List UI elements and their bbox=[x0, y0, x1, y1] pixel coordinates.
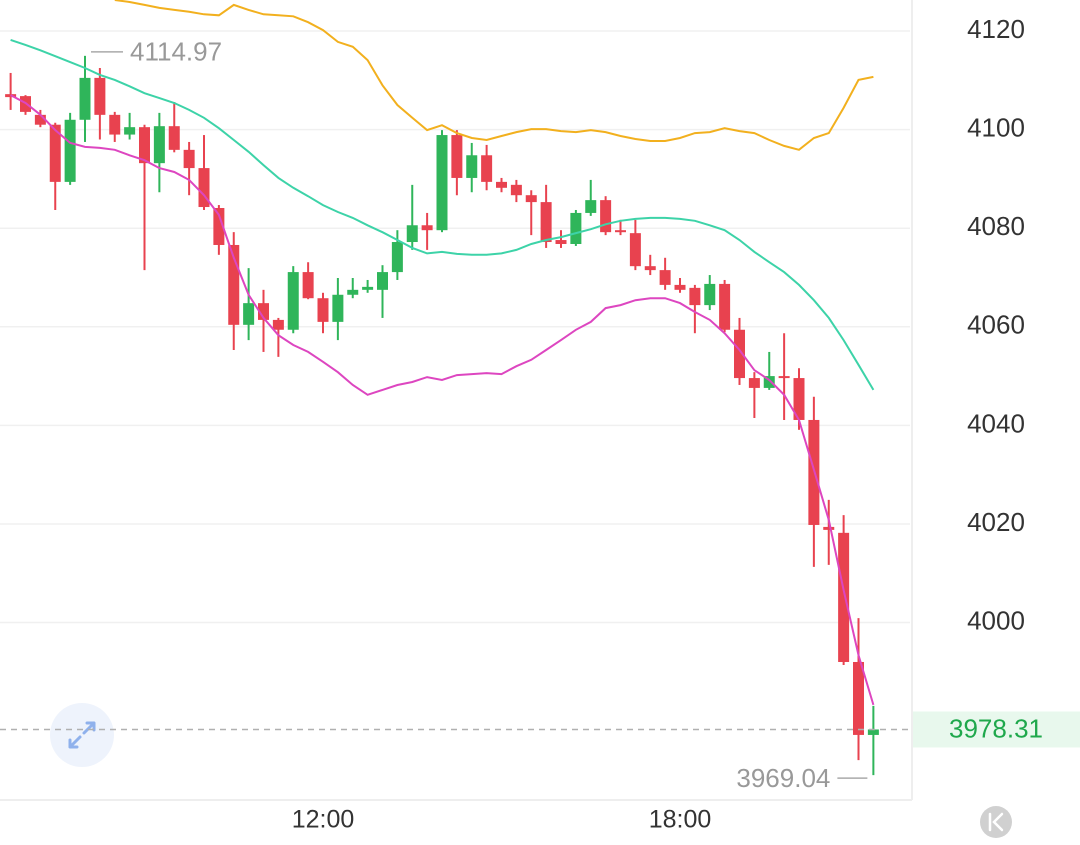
y-tick-label: 4060 bbox=[967, 310, 1025, 340]
candle-body bbox=[317, 298, 329, 322]
candle-body bbox=[347, 289, 359, 295]
candle-body bbox=[228, 244, 240, 325]
candle-body bbox=[391, 242, 403, 273]
candle-body bbox=[674, 284, 686, 290]
y-tick-label: 4020 bbox=[967, 507, 1025, 537]
last-price-label: 3978.31 bbox=[949, 713, 1043, 743]
candle-body bbox=[287, 272, 299, 330]
candle-body bbox=[183, 149, 195, 169]
candle-body bbox=[362, 286, 374, 290]
x-tick-label: 18:00 bbox=[649, 806, 712, 834]
candle-body bbox=[243, 303, 255, 325]
candle-body bbox=[867, 729, 879, 735]
candle-body bbox=[823, 526, 835, 530]
candle-body bbox=[332, 294, 344, 322]
candle-body bbox=[763, 376, 775, 388]
y-tick-label: 4080 bbox=[967, 211, 1025, 241]
candle-body bbox=[377, 272, 388, 290]
candle-body bbox=[510, 184, 522, 196]
candle-body bbox=[168, 126, 180, 150]
reset-button[interactable] bbox=[980, 806, 1012, 838]
candle-body bbox=[451, 135, 463, 178]
candle-body bbox=[525, 195, 537, 203]
candle-body bbox=[600, 200, 612, 233]
expand-icon bbox=[68, 721, 96, 749]
y-tick-label: 4100 bbox=[967, 113, 1025, 143]
candle-body bbox=[629, 233, 641, 267]
candle-body bbox=[496, 181, 507, 188]
candle-body bbox=[436, 135, 448, 231]
reset-button-bg[interactable] bbox=[980, 806, 1012, 838]
candle-body bbox=[94, 77, 106, 115]
last-price-tag bbox=[913, 711, 1080, 748]
candle-body bbox=[79, 77, 91, 120]
candle-body bbox=[644, 266, 656, 271]
candle-body bbox=[659, 270, 671, 285]
candle-body bbox=[406, 225, 418, 243]
candle-body bbox=[109, 114, 121, 135]
candle-body bbox=[615, 230, 626, 233]
candle-body bbox=[734, 329, 745, 379]
candle-body bbox=[64, 119, 76, 182]
reset-icon bbox=[988, 812, 1004, 832]
candle-body bbox=[466, 155, 478, 178]
candle-body bbox=[838, 532, 850, 662]
y-tick-label: 4000 bbox=[967, 605, 1025, 635]
expand-button[interactable] bbox=[50, 703, 114, 767]
low-label: 3969.04 bbox=[736, 763, 830, 793]
candle-body bbox=[704, 283, 716, 306]
x-tick-label: 12:00 bbox=[292, 806, 355, 834]
candle-body bbox=[793, 378, 805, 420]
candles bbox=[5, 55, 879, 776]
candle-body bbox=[213, 208, 225, 245]
candle-body bbox=[124, 127, 136, 135]
candle-body bbox=[481, 155, 493, 182]
candle-body bbox=[689, 287, 701, 306]
indicator-line bbox=[114, 0, 874, 151]
candle-body bbox=[34, 114, 46, 125]
candle-body bbox=[139, 127, 150, 164]
candle-body bbox=[853, 661, 864, 735]
candle-body bbox=[778, 376, 790, 379]
candle-body bbox=[421, 225, 433, 231]
candle-body bbox=[540, 202, 552, 243]
candle-body bbox=[555, 240, 567, 244]
indicator-line bbox=[10, 38, 875, 391]
expand-button-bg[interactable] bbox=[50, 703, 114, 767]
candle-body bbox=[272, 319, 284, 330]
candle-body bbox=[719, 283, 731, 330]
candle-body bbox=[585, 200, 597, 213]
candle-body bbox=[153, 126, 165, 164]
y-tick-label: 4040 bbox=[967, 408, 1025, 438]
high-label: 4114.97 bbox=[130, 37, 222, 67]
candle-body bbox=[49, 124, 61, 182]
candle-body bbox=[570, 212, 582, 244]
candle-body bbox=[302, 272, 314, 299]
candle-body bbox=[198, 168, 210, 208]
candle-body bbox=[748, 378, 760, 388]
y-tick-label: 4120 bbox=[967, 14, 1025, 44]
indicator-line bbox=[10, 94, 875, 706]
candle-body bbox=[258, 303, 269, 320]
